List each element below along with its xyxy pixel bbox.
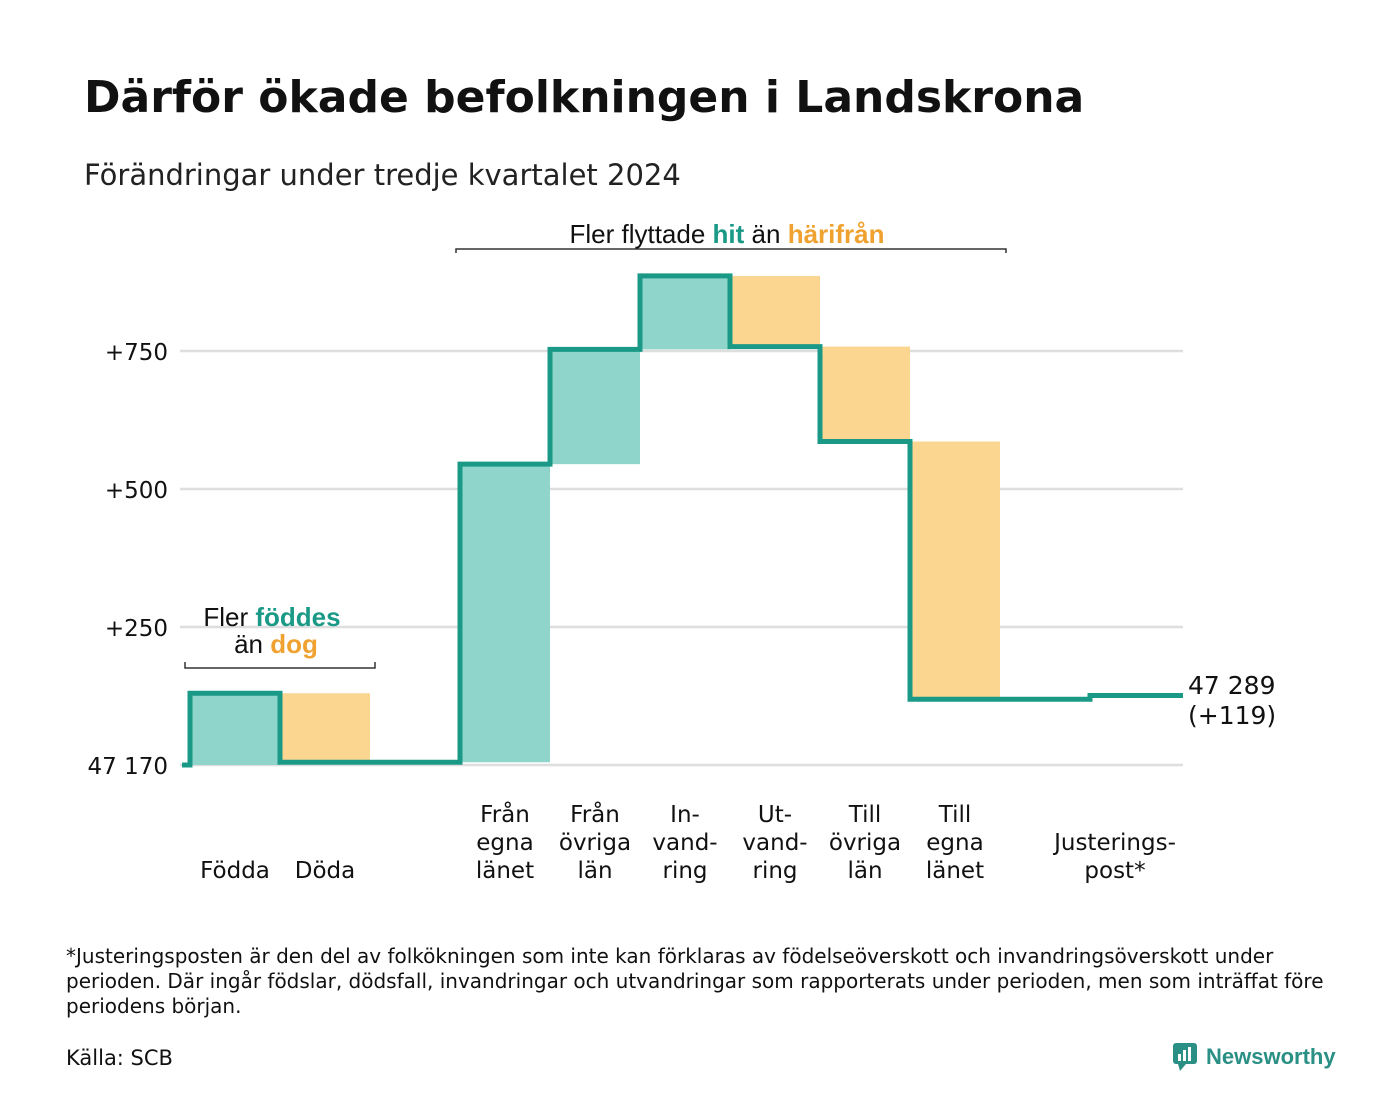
chart-title: Därför ökade befolkningen i Landskrona <box>84 72 1085 123</box>
x-category-label: ring <box>662 858 707 884</box>
y-tick-label: +750 <box>105 340 168 366</box>
x-category-label: länet <box>476 858 534 884</box>
x-category-label: övriga <box>559 830 631 856</box>
waterfall-bar <box>820 346 910 442</box>
x-category-label: vand- <box>742 830 807 856</box>
waterfall-bar <box>910 441 1000 700</box>
x-category-label: egna <box>926 830 983 856</box>
waterfall-bar <box>280 693 370 763</box>
births-annotation-line1: Fler föddes <box>203 602 340 632</box>
x-category-label: Från <box>570 800 620 828</box>
x-category-label: post* <box>1084 858 1145 884</box>
brand-logo: Newsworthy <box>1172 1040 1336 1074</box>
end-total-label: 47 289 <box>1188 671 1275 700</box>
migration-bracket <box>455 248 1007 253</box>
x-category-label: övriga <box>829 830 901 856</box>
births-bracket <box>184 662 376 669</box>
end-change-label: (+119) <box>1188 701 1276 730</box>
x-category-label: Till <box>938 802 972 828</box>
x-category-label: Till <box>848 802 882 828</box>
waterfall-bar <box>460 464 550 763</box>
x-category-label: Ut- <box>758 802 792 828</box>
waterfall-bar <box>550 349 640 465</box>
x-category-label: vand- <box>652 830 717 856</box>
x-category-label: länet <box>926 858 984 884</box>
x-category-label: Från <box>480 800 530 828</box>
footnote: *Justeringsposten är den del av folkökni… <box>66 944 1324 1018</box>
x-category-label: ring <box>752 858 797 884</box>
x-category-label: län <box>847 858 882 884</box>
x-category-label: Justerings- <box>1052 830 1176 856</box>
brand-name: Newsworthy <box>1206 1044 1336 1069</box>
migration-annotation: Fler flyttade hit än härifrån <box>569 219 884 249</box>
x-category-label: län <box>577 858 612 884</box>
x-category-label: egna <box>476 830 533 856</box>
x-category-label: Födda <box>200 858 270 884</box>
chart-subtitle: Förändringar under tredje kvartalet 2024 <box>84 158 681 192</box>
newsworthy-logo-icon <box>1173 1043 1197 1071</box>
births-annotation-line2: än dog <box>234 629 318 659</box>
cumulative-step-line <box>182 273 1183 768</box>
source-note: Källa: SCB <box>66 1046 173 1070</box>
waterfall-bar <box>730 275 820 347</box>
waterfall-bar <box>190 693 280 765</box>
y-tick-label: +250 <box>105 616 168 642</box>
x-category-label: In- <box>670 802 700 828</box>
waterfall-bar <box>640 275 730 350</box>
x-category-label: Döda <box>295 858 355 884</box>
y-tick-label: +500 <box>105 478 168 504</box>
y-tick-label: 47 170 <box>88 754 168 780</box>
